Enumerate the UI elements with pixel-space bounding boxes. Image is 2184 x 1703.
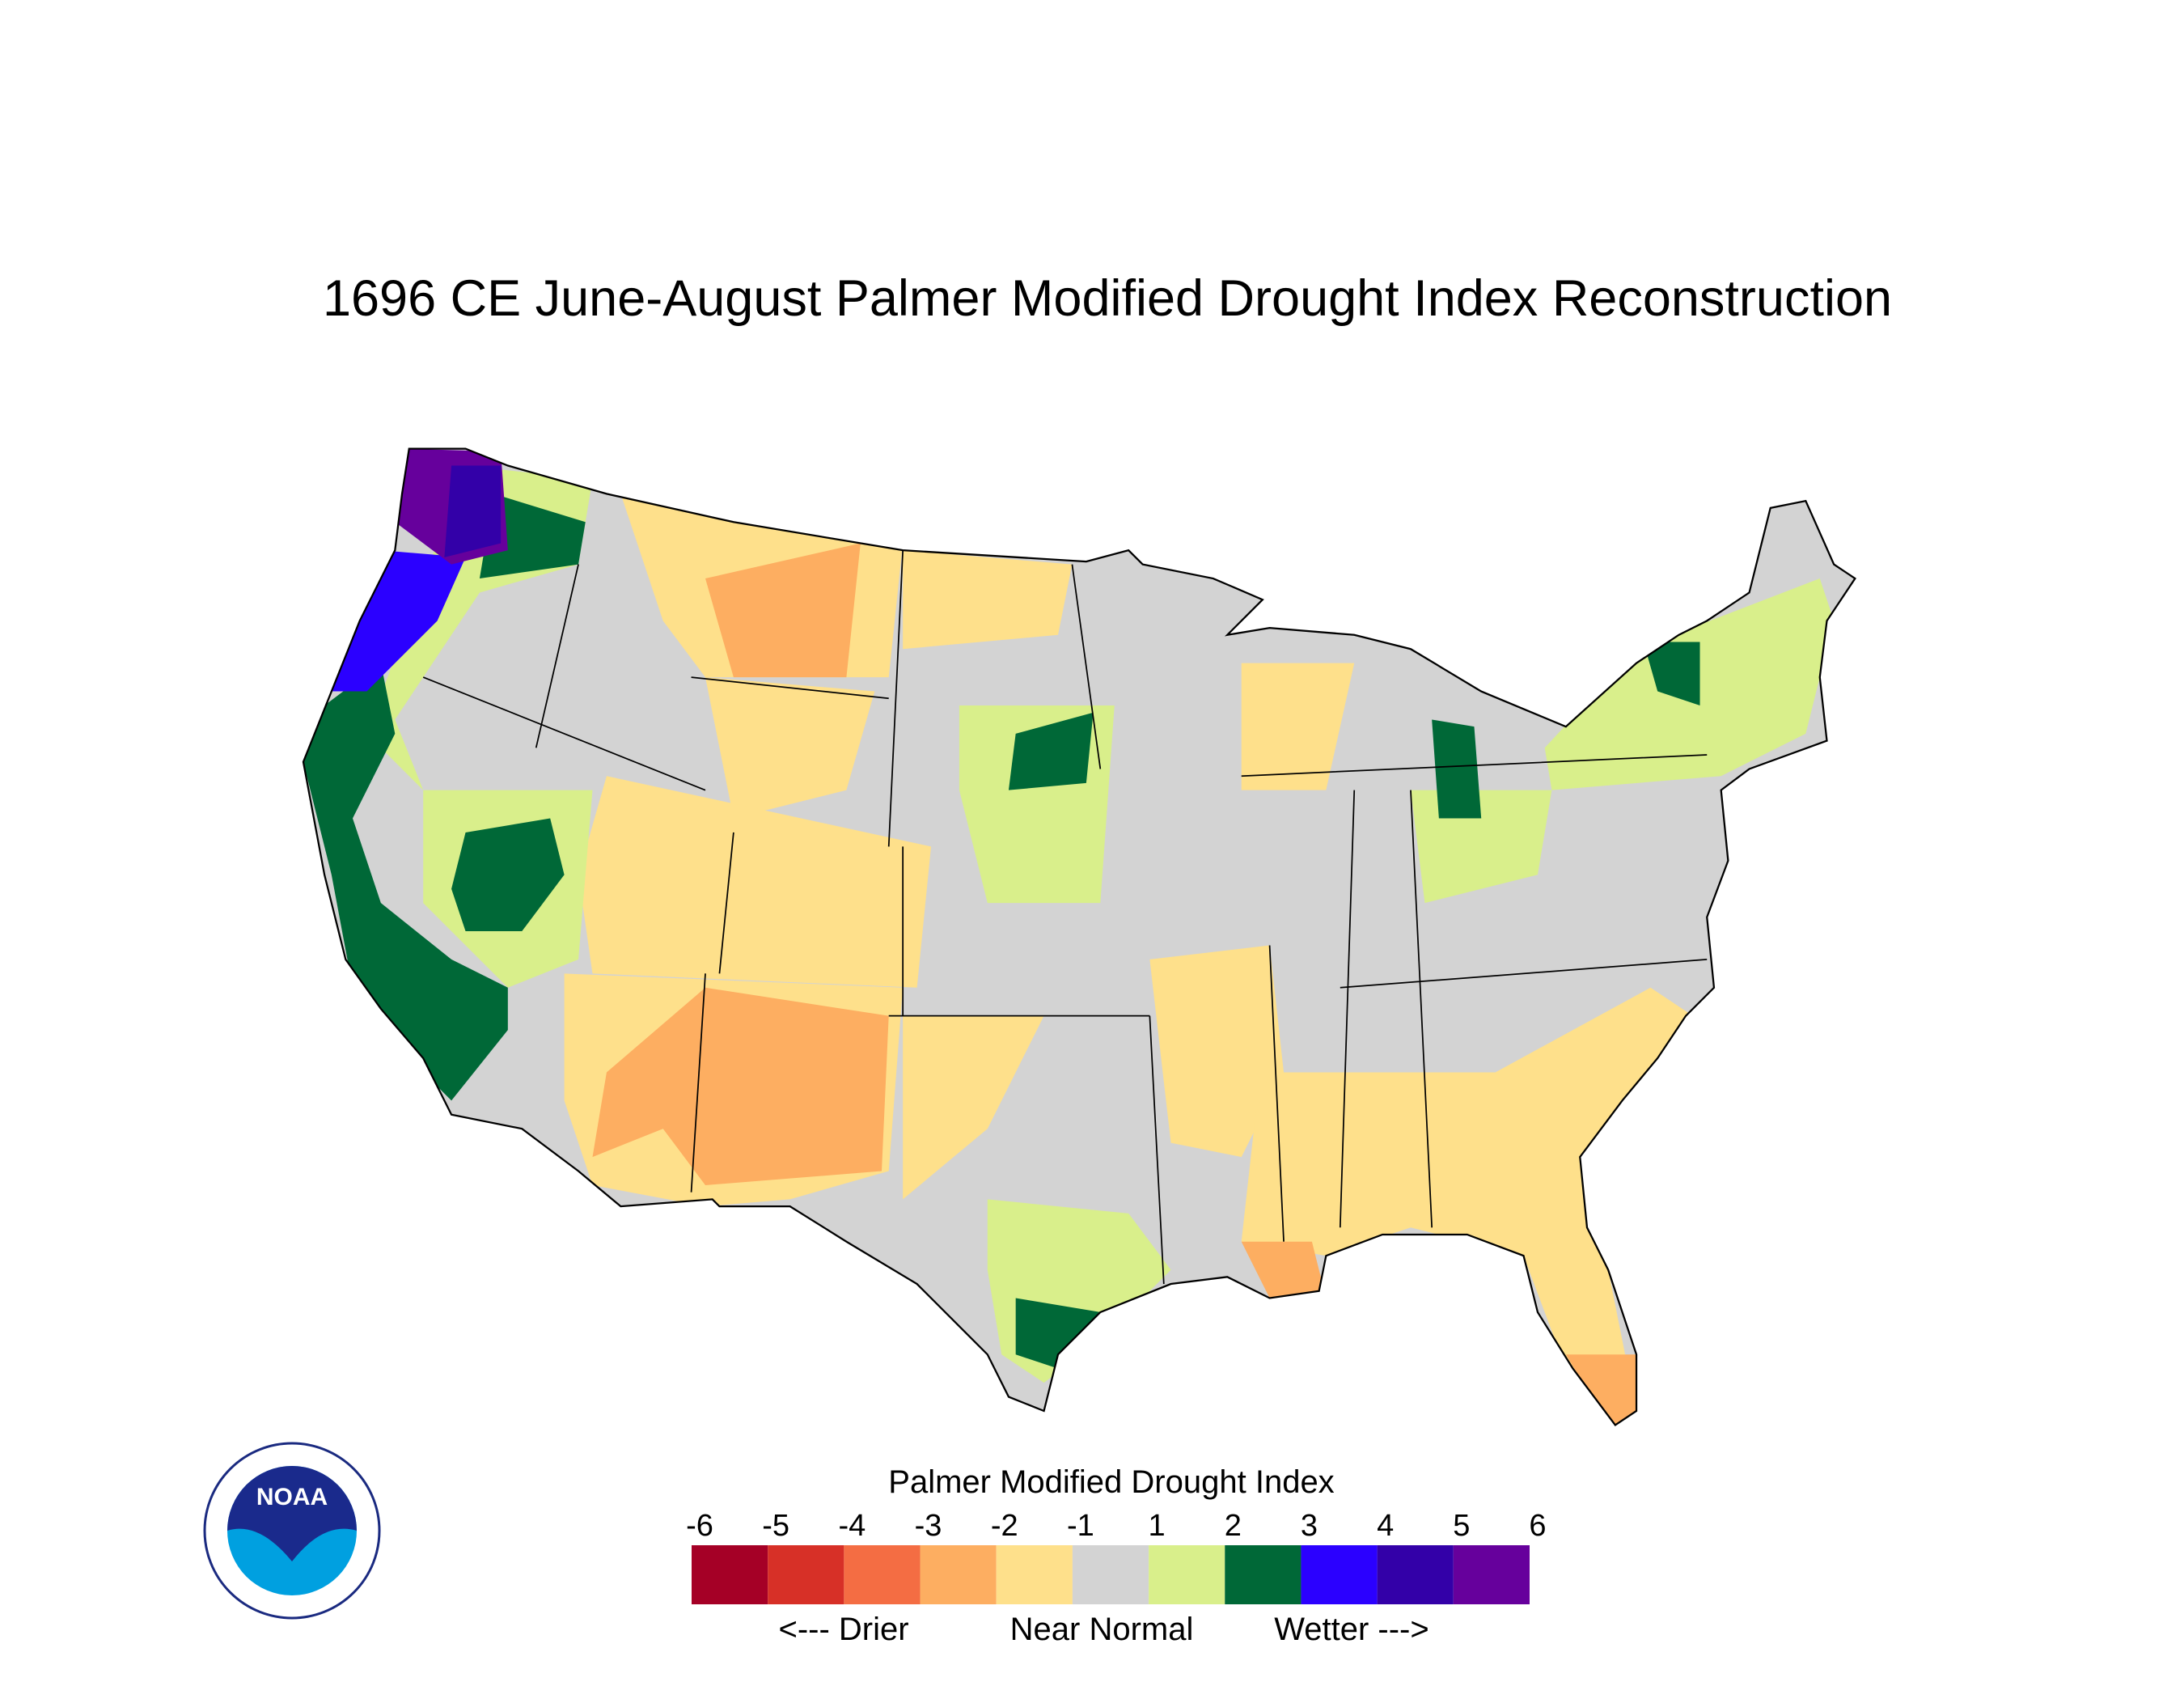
map-region	[1241, 987, 1693, 1411]
map-region	[451, 818, 565, 932]
legend-tick-label: -1	[1067, 1509, 1094, 1543]
legend-tick-label: 6	[1529, 1509, 1546, 1543]
legend-swatch	[1149, 1545, 1225, 1604]
legend-swatch	[768, 1545, 844, 1604]
legend-tick-label: 5	[1453, 1509, 1470, 1543]
legend-tick-label: 4	[1377, 1509, 1394, 1543]
legend-swatch	[692, 1545, 768, 1604]
map-region	[1643, 642, 1700, 705]
map-region	[1149, 945, 1285, 1158]
map-region	[1432, 719, 1482, 819]
legend-tick-label: -2	[991, 1509, 1018, 1543]
map-region	[1241, 663, 1355, 790]
legend-swatch	[1453, 1545, 1530, 1604]
map-region	[479, 494, 586, 579]
legend-tick-label: -6	[686, 1509, 713, 1543]
us-map	[302, 447, 1856, 1426]
legend-swatch	[1225, 1545, 1302, 1604]
legend-swatch	[844, 1545, 921, 1604]
map-region	[444, 465, 502, 557]
legend-swatch	[1072, 1545, 1149, 1604]
map-region	[1565, 1354, 1637, 1426]
legend-title: Palmer Modified Drought Index	[888, 1464, 1334, 1500]
map-region	[331, 550, 466, 692]
map-region	[903, 1015, 1044, 1200]
legend-tick-label: 2	[1225, 1509, 1242, 1543]
legend-swatch	[920, 1545, 997, 1604]
map-region	[592, 987, 889, 1185]
logo-text: NOAA	[256, 1484, 328, 1510]
map-title: 1696 CE June-August Palmer Modified Drou…	[323, 270, 1892, 327]
legend-tick-label: -5	[762, 1509, 789, 1543]
noaa-logo: NOAA	[203, 1442, 381, 1620]
legend-caption: Near Normal	[1010, 1612, 1194, 1647]
map-region	[578, 776, 932, 988]
legend-tick-label: -3	[915, 1509, 942, 1543]
legend-swatch	[1301, 1545, 1378, 1604]
legend: Palmer Modified Drought Index -6 -5 -4 -3 -2…	[686, 1464, 1546, 1647]
us-outline	[302, 447, 1856, 1426]
legend-swatch	[1377, 1545, 1454, 1604]
map-region	[705, 677, 875, 819]
map-region	[903, 550, 1073, 650]
map-region	[303, 663, 508, 1101]
legend-tick-label: 3	[1301, 1509, 1318, 1543]
state-borders	[422, 550, 1708, 1285]
map-region	[705, 543, 861, 678]
legend-tick-label: 1	[1149, 1509, 1166, 1543]
legend-tick-label: -4	[838, 1509, 866, 1543]
map-region	[1008, 712, 1094, 790]
logo-top	[227, 1466, 357, 1561]
legend-caption: <--- Drier	[778, 1612, 908, 1647]
legend-swatch	[996, 1545, 1073, 1604]
map-region	[1015, 1298, 1101, 1369]
legend-caption: Wetter --->	[1274, 1612, 1429, 1647]
